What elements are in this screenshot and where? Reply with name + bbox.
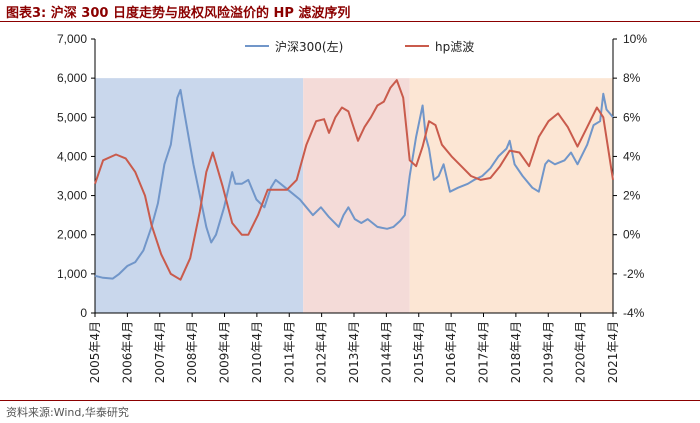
shaded-region-3 — [409, 78, 613, 314]
y-left-tick-label: 7,000 — [57, 32, 87, 46]
y-right-tick-label: 6% — [623, 110, 641, 124]
x-tick-label: 2015年4月 — [412, 321, 426, 383]
title-divider — [0, 21, 700, 22]
x-tick-label: 2018年4月 — [509, 321, 523, 383]
x-tick-label: 2009年4月 — [218, 321, 232, 383]
y-right-tick-label: -2% — [623, 267, 645, 281]
source-note: 资料来源:Wind,华泰研究 — [6, 406, 129, 419]
hp-filter-line — [94, 79, 614, 281]
legend-label: hp滤波 — [435, 40, 474, 54]
shaded-regions — [95, 78, 613, 314]
y-left-tick-label: 0 — [80, 306, 87, 320]
y-left-tick-label: 6,000 — [57, 71, 87, 85]
chart-title: 图表3: 沪深 300 日度走势与股权风险溢价的 HP 滤波序列 — [6, 6, 351, 21]
y-left-tick-label: 5,000 — [57, 110, 87, 124]
shaded-region-2 — [303, 78, 410, 314]
chart-series — [94, 79, 614, 281]
x-tick-label: 2014年4月 — [379, 321, 393, 383]
y-left-tick-label: 3,000 — [57, 189, 87, 203]
y-left-tick-label: 1,000 — [57, 267, 87, 281]
x-tick-label: 2017年4月 — [477, 321, 491, 383]
y-left-tick-label: 4,000 — [57, 149, 87, 163]
y-right-tick-label: 10% — [623, 32, 647, 46]
y-right-tick-label: 4% — [623, 149, 641, 163]
chart-legend: 沪深300(左) hp滤波 — [245, 39, 474, 54]
x-tick-label: 2011年4月 — [282, 321, 296, 383]
y-right-tick-label: 0% — [623, 228, 641, 242]
csi300-hp-chart: 0 1,000 2,000 3,000 4,000 5,000 6,000 7,000 -4% -… — [57, 32, 647, 383]
x-tick-label: 2007年4月 — [153, 321, 167, 383]
x-tick-label: 2013年4月 — [347, 321, 361, 383]
x-tick-label: 2006年4月 — [120, 321, 134, 383]
y-left-tick-label: 2,000 — [57, 228, 87, 242]
chart-axes: 0 1,000 2,000 3,000 4,000 5,000 6,000 7,000 -4% -… — [57, 32, 647, 383]
x-tick-label: 2016年4月 — [444, 321, 458, 383]
x-tick-label: 2019年4月 — [541, 321, 555, 383]
x-tick-label: 2010年4月 — [250, 321, 264, 383]
x-tick-label: 2005年4月 — [88, 321, 102, 383]
y-right-tick-label: -4% — [623, 306, 645, 320]
y-right-tick-label: 8% — [623, 71, 641, 85]
x-tick-label: 2021年4月 — [606, 321, 620, 383]
y-right-tick-label: 2% — [623, 189, 641, 203]
x-tick-label: 2020年4月 — [574, 321, 588, 383]
csi300-line — [94, 88, 614, 280]
x-tick-label: 2012年4月 — [315, 321, 329, 383]
legend-label: 沪深300(左) — [275, 39, 343, 54]
source-divider — [0, 400, 700, 401]
x-tick-label: 2008年4月 — [185, 321, 199, 383]
